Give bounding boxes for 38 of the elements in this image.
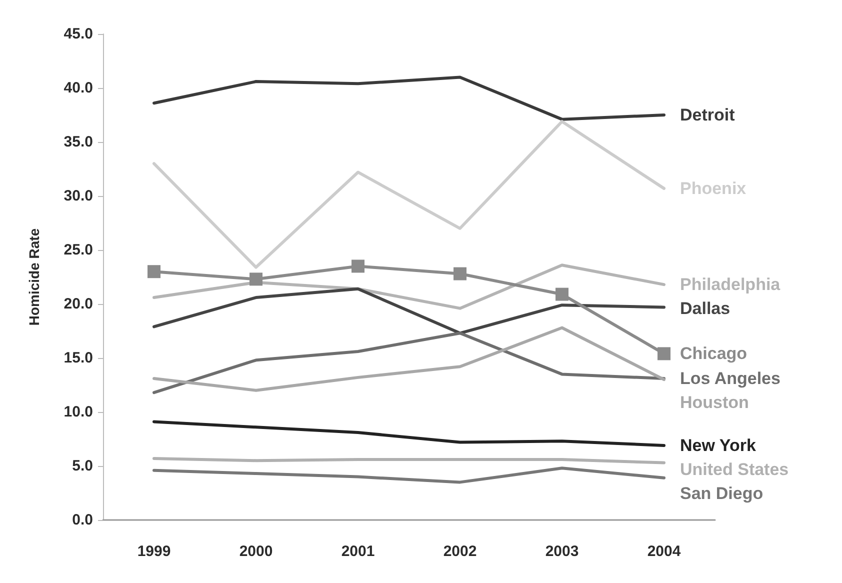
y-tick-label: 15.0 [64, 350, 93, 366]
y-tick-label: 45.0 [64, 26, 93, 42]
y-tick-label: 25.0 [64, 242, 93, 258]
x-tick-label: 2000 [239, 543, 273, 560]
y-tick-label: 10.0 [64, 404, 93, 420]
x-tick-label: 2003 [545, 543, 579, 560]
series-label: United States [680, 460, 789, 479]
point [250, 272, 262, 286]
series-label: Chicago [680, 344, 748, 364]
point [148, 265, 160, 278]
line-series [152, 264, 666, 310]
y-tick-label: 40.0 [64, 80, 93, 96]
line-series [152, 287, 666, 335]
y-tick-label: 30.0 [64, 188, 93, 204]
y-tick-label: 5.0 [72, 458, 93, 474]
series-label: New York [680, 436, 756, 455]
y-tick-label: 35.0 [64, 134, 93, 150]
series-label: Dallas [680, 299, 730, 318]
x-tick-label: 2002 [443, 543, 477, 560]
x-tick-label: 2004 [647, 543, 682, 560]
point [556, 288, 568, 301]
series-label: Los Angeles [680, 369, 780, 388]
line-series [152, 420, 666, 447]
y-axis-title: Homicide Rate [26, 228, 42, 326]
y-tick-label: 0.0 [72, 512, 93, 528]
y-tick-label: 20.0 [64, 296, 93, 312]
point [658, 347, 670, 360]
x-tick-label: 1999 [137, 543, 171, 560]
series-label: Philadelphia [680, 275, 781, 294]
line-series [152, 466, 666, 484]
x-tick-label: 2001 [341, 543, 375, 560]
series-label: Houston [680, 393, 749, 412]
series-label: San Diego [680, 484, 764, 503]
point [352, 260, 364, 273]
point [454, 267, 466, 280]
line-series [152, 120, 666, 269]
series-label: Detroit [680, 106, 736, 124]
line-series [152, 76, 666, 121]
